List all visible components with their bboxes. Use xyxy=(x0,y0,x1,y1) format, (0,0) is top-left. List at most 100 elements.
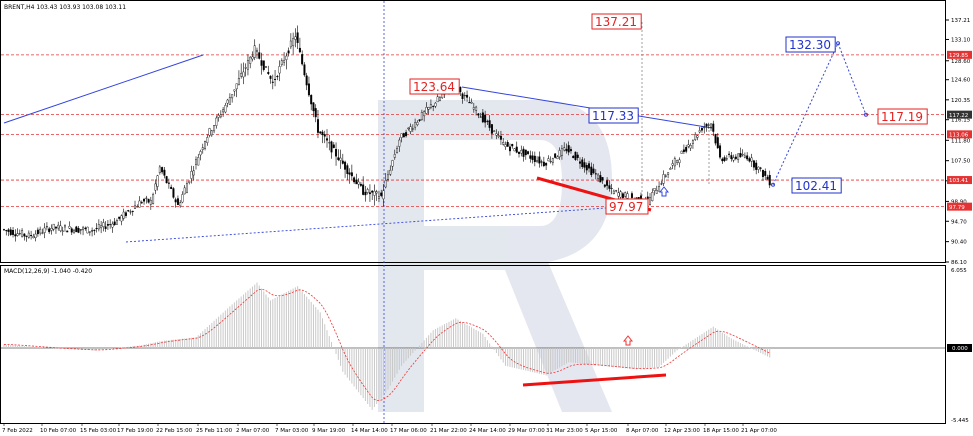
bear-candle xyxy=(486,120,489,122)
bull-candle xyxy=(664,175,667,177)
bear-candle xyxy=(163,169,166,176)
bull-candle xyxy=(237,78,240,85)
price-badge-label: 113.06 xyxy=(949,133,969,139)
bull-candle xyxy=(400,133,403,138)
bear-candle xyxy=(542,161,545,167)
time-tick-label: 8 Apr 07:00 xyxy=(626,428,659,434)
bull-candle xyxy=(188,180,191,183)
bear-candle xyxy=(310,95,313,105)
bear-candle xyxy=(307,83,310,96)
price-badge-label: 129.85 xyxy=(949,53,969,59)
bear-candle xyxy=(538,156,541,164)
price-axis: 137.21 133.10 128.60 124.60 120.35 116.15 111.… xyxy=(945,18,972,266)
bull-candle xyxy=(43,227,46,233)
annotation-label: 97.97 xyxy=(609,200,643,214)
bull-candle xyxy=(743,155,746,158)
bull-candle xyxy=(427,107,430,110)
price-badge-label: 103.41 xyxy=(949,178,968,184)
bull-candle xyxy=(393,154,396,158)
macd-signal-line xyxy=(3,288,770,401)
bull-candle xyxy=(235,83,238,90)
bull-candle xyxy=(45,226,48,228)
bear-candle xyxy=(527,151,530,154)
bear-candle xyxy=(312,102,315,112)
bear-candle xyxy=(176,198,179,205)
bear-candle xyxy=(147,198,150,203)
bull-candle xyxy=(68,225,71,229)
bull-candle xyxy=(513,148,516,152)
bull-candle xyxy=(384,179,387,188)
time-tick-label: 7 Feb 2022 xyxy=(2,428,33,434)
symbol-info: BRENT,H4 103.43 103.93 103.08 103.11 xyxy=(4,4,126,11)
bear-candle xyxy=(350,172,353,177)
bull-candle xyxy=(339,157,342,161)
bear-candle xyxy=(75,226,78,233)
bull-candle xyxy=(222,109,225,113)
time-tick-label: 24 Mar 14:00 xyxy=(469,428,506,434)
price-tick-label: 116.15 xyxy=(951,118,971,124)
bull-candle xyxy=(154,183,157,191)
bull-candle xyxy=(52,223,55,230)
bull-candle xyxy=(653,188,656,191)
bear-candle xyxy=(305,75,308,86)
bear-candle xyxy=(267,71,270,74)
bull-candle xyxy=(63,225,66,228)
bull-candle xyxy=(407,127,410,130)
bear-candle xyxy=(362,184,365,195)
bear-candle xyxy=(461,93,464,100)
bear-candle xyxy=(66,230,69,233)
bull-candle xyxy=(658,186,661,192)
bear-candle xyxy=(12,230,15,235)
bear-candle xyxy=(161,167,164,173)
price-badge-label: 117.22 xyxy=(949,113,968,119)
bull-candle xyxy=(109,224,112,226)
annotation-box xyxy=(785,36,836,53)
bear-candle xyxy=(569,149,572,152)
bear-candle xyxy=(766,176,769,180)
bear-candle xyxy=(592,168,595,174)
bull-candle xyxy=(536,160,539,162)
bull-candle xyxy=(610,187,613,189)
bear-candle xyxy=(5,230,8,232)
bull-candle xyxy=(651,192,654,202)
annotation-box xyxy=(791,177,842,194)
bear-candle xyxy=(739,153,742,158)
bull-candle xyxy=(558,150,561,158)
bull-candle xyxy=(694,134,697,140)
bull-candle xyxy=(436,96,439,103)
bull-candle xyxy=(120,215,123,222)
bull-candle xyxy=(224,105,227,113)
bull-candle xyxy=(289,40,292,48)
bear-candle xyxy=(468,102,471,104)
bear-candle xyxy=(576,154,579,158)
price-badge-label: 97.79 xyxy=(949,205,965,211)
bull-candle xyxy=(242,71,245,78)
bear-candle xyxy=(118,216,121,219)
bull-candle xyxy=(655,189,658,194)
forecast-node xyxy=(771,182,775,187)
bear-candle xyxy=(682,149,685,152)
bull-candle xyxy=(213,125,216,132)
bear-candle xyxy=(728,153,731,155)
bear-candle xyxy=(588,163,591,169)
bear-candle xyxy=(712,123,715,132)
bear-candle xyxy=(508,146,511,152)
bear-candle xyxy=(7,229,10,232)
macd-info: MACD(12,26,9) -1.040 -0.420 xyxy=(4,268,92,275)
bear-candle xyxy=(574,151,577,160)
bull-candle xyxy=(226,99,229,104)
bull-candle xyxy=(100,225,103,229)
bear-candle xyxy=(531,155,534,160)
bear-candle xyxy=(165,176,168,184)
bull-candle xyxy=(750,157,753,162)
triangle-upper-line xyxy=(461,86,713,129)
bear-candle xyxy=(488,120,491,128)
bear-candle xyxy=(274,78,277,80)
bull-candle xyxy=(280,60,283,65)
bull-candle xyxy=(757,166,760,170)
price-badge xyxy=(947,202,972,211)
bull-candle xyxy=(563,147,566,151)
bear-candle xyxy=(721,158,724,162)
bear-candle xyxy=(734,156,737,159)
time-tick-label: 14 Mar 14:00 xyxy=(351,428,388,434)
